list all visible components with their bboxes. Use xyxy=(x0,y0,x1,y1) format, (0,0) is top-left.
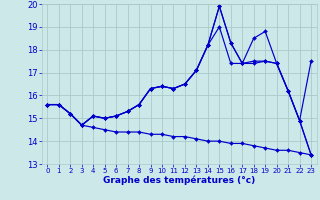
X-axis label: Graphe des températures (°c): Graphe des températures (°c) xyxy=(103,176,255,185)
